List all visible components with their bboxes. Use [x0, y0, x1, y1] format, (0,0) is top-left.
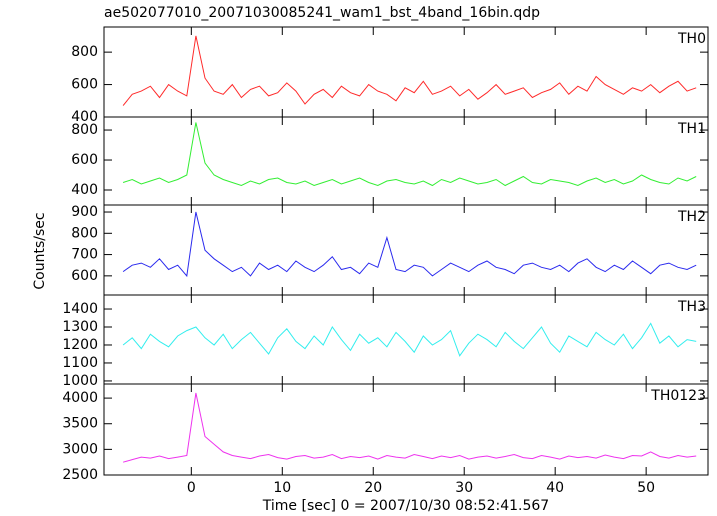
- panel-label: TH3: [677, 299, 706, 315]
- y-tick-label: 3000: [62, 441, 98, 457]
- y-tick-label: 900: [71, 204, 98, 220]
- panel-label: TH0: [677, 31, 706, 47]
- x-tick-label: 40: [546, 480, 564, 496]
- x-tick-label: 50: [637, 480, 655, 496]
- y-tick-label: 700: [71, 247, 98, 263]
- y-tick-label: 1400: [62, 301, 98, 317]
- y-tick-label: 600: [71, 268, 98, 284]
- y-tick-label: 600: [71, 152, 98, 168]
- x-axis-label: Time [sec] 0 = 2007/10/30 08:52:41.567: [262, 498, 549, 514]
- light-curve: [122, 392, 697, 463]
- x-tick-label: 30: [455, 480, 473, 496]
- panel-label: TH0123: [650, 388, 706, 404]
- x-tick-label: 20: [364, 480, 382, 496]
- y-tick-label: 2500: [62, 467, 98, 483]
- panel-frame: [103, 383, 709, 476]
- chart-title: ae502077010_20071030085241_wam1_bst_4ban…: [104, 5, 540, 21]
- x-tick-label: 0: [187, 480, 196, 496]
- y-tick-label: 400: [71, 182, 98, 198]
- x-tick-label: 10: [273, 480, 291, 496]
- y-tick-label: 1100: [62, 355, 98, 371]
- light-curve: [122, 322, 697, 357]
- y-tick-label: 1300: [62, 319, 98, 335]
- light-curve: [122, 35, 697, 106]
- y-tick-label: 4000: [62, 390, 98, 406]
- y-tick-label: 400: [71, 109, 98, 125]
- light-curve: [122, 122, 697, 187]
- panel-label: TH2: [677, 209, 706, 225]
- y-tick-label: 600: [71, 77, 98, 93]
- y-tick-label: 800: [71, 44, 98, 60]
- panel-label: TH1: [677, 121, 706, 137]
- y-tick-label: 3500: [62, 416, 98, 432]
- y-tick-label: 1200: [62, 337, 98, 353]
- y-tick-label: 800: [71, 122, 98, 138]
- light-curve: [122, 211, 697, 278]
- y-tick-label: 800: [71, 225, 98, 241]
- y-tick-label: 1000: [62, 373, 98, 389]
- panel-frame: [103, 294, 709, 385]
- panel-frame: [103, 26, 709, 118]
- y-axis-label: Counts/sec: [32, 212, 48, 289]
